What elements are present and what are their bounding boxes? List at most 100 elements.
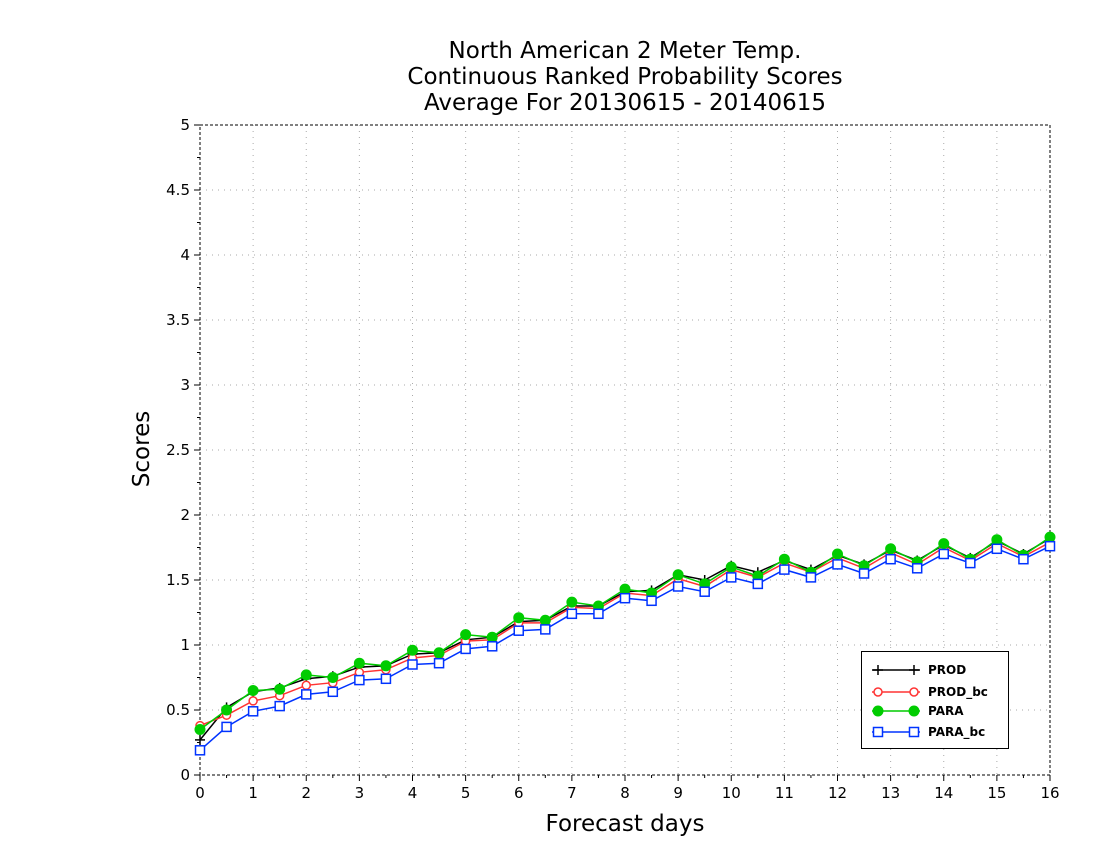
legend-item-prod-bc: PROD_bc [862, 682, 1010, 702]
data-point-para [247, 685, 259, 696]
data-point-para [194, 724, 206, 735]
y-tick-label: 1.5 [166, 571, 190, 589]
data-point-para-bc [513, 625, 524, 636]
data-point-para [885, 543, 897, 555]
x-tick-label: 11 [775, 784, 794, 802]
x-tick-label: 6 [514, 784, 524, 802]
data-point-para [725, 561, 737, 573]
x-tick-label: 5 [461, 784, 471, 802]
data-point-para-bc [991, 543, 1003, 555]
data-point-para-bc [460, 643, 471, 655]
legend-swatch-prod-bc [872, 687, 920, 697]
data-point-para-bc [593, 608, 604, 620]
legend-marker-left-prod-bc [873, 687, 883, 697]
legend-marker-right-prod [909, 665, 919, 675]
chart-title-line-3: Average For 20130615 - 20140615 [423, 90, 827, 116]
data-point-para-bc [752, 578, 764, 590]
data-point-para-bc [885, 553, 896, 565]
data-point-para-bc [672, 581, 684, 592]
legend-label-para: PARA [928, 704, 964, 718]
data-point-para [300, 669, 312, 681]
legend: PROD PROD_bc PARA PARA_bc [861, 651, 1009, 749]
x-tick-label: 1 [248, 784, 258, 802]
data-point-para [778, 553, 790, 565]
data-point-para-bc [619, 592, 631, 604]
data-point-para-bc [486, 641, 498, 652]
data-point-para-bc [380, 673, 392, 685]
legend-marker-left-para-bc [872, 726, 884, 738]
y-tick-label: 4.5 [166, 181, 190, 199]
x-tick-label: 14 [934, 784, 953, 802]
legend-swatch-para [872, 705, 920, 717]
data-point-para-bc [194, 745, 206, 756]
series-layer [194, 531, 1056, 756]
series-para [194, 531, 1056, 735]
legend-label-prod-bc: PROD_bc [928, 685, 988, 699]
data-point-para-bc [1018, 553, 1029, 565]
data-point-para-bc [433, 657, 445, 669]
data-point-para-bc [938, 548, 949, 560]
y-tick-label: 3.5 [166, 311, 190, 329]
legend-label-para-bc: PARA_bc [928, 725, 986, 739]
data-point-para [221, 704, 233, 716]
legend-item-prod: PROD [862, 660, 1010, 680]
data-point-para-bc [965, 557, 976, 569]
x-tick-label: 3 [355, 784, 365, 802]
data-point-para-bc [247, 706, 259, 717]
series-para-bc [194, 540, 1056, 756]
data-point-para-bc [779, 564, 790, 575]
data-point-para [1044, 531, 1056, 543]
data-point-prod [195, 734, 205, 745]
data-point-para [991, 534, 1003, 546]
legend-swatch-prod [872, 665, 920, 675]
chart-title-line-1: North American 2 Meter Temp. [448, 38, 802, 64]
data-point-para-bc [327, 686, 339, 698]
legend-marker-right-prod-bc [909, 687, 919, 697]
x-tick-label: 12 [828, 784, 847, 802]
y-tick-label: 4 [180, 246, 190, 264]
data-point-para-bc [274, 700, 285, 712]
x-tick-label: 16 [1040, 784, 1059, 802]
data-point-para-bc [407, 659, 418, 670]
data-point-para-bc [805, 572, 817, 583]
data-point-para-bc [1044, 540, 1056, 552]
data-point-para-bc [354, 674, 365, 686]
legend-item-para-bc: PARA_bc [862, 722, 1010, 742]
legend-marker-left-para [872, 705, 884, 717]
y-tick-label: 0 [180, 766, 190, 784]
legend-label-prod: PROD [928, 663, 967, 677]
legend-swatch-para-bc [872, 726, 920, 738]
x-tick-label: 13 [881, 784, 900, 802]
y-tick-label: 2.5 [166, 441, 190, 459]
data-point-prod-bc [248, 696, 258, 706]
data-point-para-bc [566, 608, 578, 620]
data-point-para-bc [540, 624, 551, 635]
data-point-para [353, 657, 365, 669]
data-point-para-bc [858, 568, 870, 579]
data-point-para-bc [221, 721, 232, 733]
y-tick-label: 1 [180, 636, 190, 654]
y-tick-label: 3 [180, 376, 190, 394]
x-axis-title: Forecast days [545, 811, 705, 837]
x-tick-label: 0 [195, 784, 205, 802]
data-point-para [327, 672, 339, 683]
data-point-para [433, 647, 445, 659]
data-point-para [938, 538, 950, 550]
x-tick-label: 7 [567, 784, 577, 802]
data-point-para [460, 629, 472, 641]
data-point-para [619, 583, 631, 595]
data-point-para-bc [911, 563, 923, 574]
data-point-para [566, 596, 578, 608]
data-point-para [274, 683, 286, 695]
legend-marker-right-para-bc [908, 726, 920, 738]
data-point-prod-bc [301, 680, 311, 691]
data-point-para [513, 612, 525, 624]
data-point-para [832, 548, 843, 560]
x-tick-label: 15 [987, 784, 1006, 802]
legend-marker-left-prod [873, 665, 883, 675]
data-point-para-bc [301, 689, 312, 700]
data-point-para [407, 644, 418, 656]
axis-ticks: 0 1 2 3 4 5 6 7 8 9 10 11 12 13 14 15 1600.511.522.533.5… [166, 116, 1059, 802]
x-tick-label: 10 [722, 784, 741, 802]
